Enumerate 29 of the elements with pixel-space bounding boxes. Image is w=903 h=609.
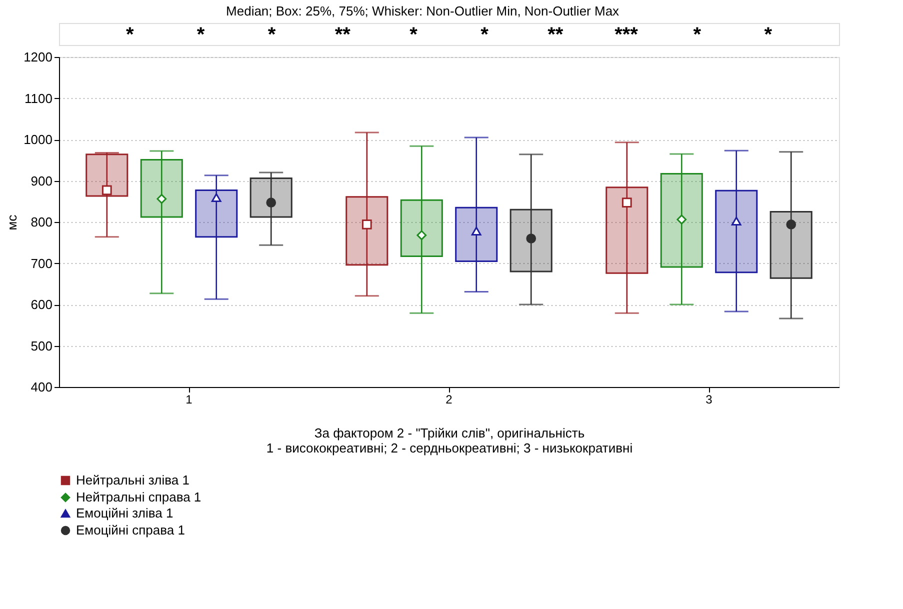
x-axis-title: За фактором 2 - "Трійки слів", оригінальність 1 - висококреативні; 2 - сердньокреативні; 3 - низькокративні [266, 426, 633, 456]
text: * [410, 24, 418, 46]
y-axis-title: мс [4, 214, 20, 230]
y-tick-label: 900 [30, 173, 52, 188]
y-tick-label: 400 [30, 380, 52, 394]
text: * [196, 24, 205, 46]
text: * [126, 24, 134, 46]
text: *** [614, 24, 638, 46]
legend-label: Емоційні справа 1 [76, 522, 185, 538]
text: * [268, 24, 276, 46]
text: * [764, 24, 772, 46]
y-tick-label: 1100 [24, 90, 52, 106]
text: * [693, 24, 702, 46]
legend-label: Нейтральні зліва 1 [76, 472, 190, 488]
y-tick-label: 700 [30, 256, 52, 271]
x-tick-label: 2 [446, 392, 453, 406]
x-tick-label: 1 [186, 392, 193, 406]
text: ** [334, 24, 351, 46]
y-tick-label: 500 [30, 338, 52, 354]
y-tick-label: 1000 [24, 132, 52, 147]
text: ** [548, 24, 564, 46]
y-tick-label: 800 [30, 214, 52, 230]
chart-title: Median; Box: 25%, 75%; Whisker: Non-Outlier Min, Non-Outlier Max [226, 4, 620, 18]
legend-label: Нейтральні справа 1 [76, 490, 202, 504]
x-tick-label: 3 [706, 392, 713, 406]
legend-label: Емоційні зліва 1 [76, 506, 174, 520]
y-tick-label: 1200 [24, 50, 52, 64]
text: * [480, 24, 489, 46]
y-tick-label: 600 [30, 297, 52, 312]
